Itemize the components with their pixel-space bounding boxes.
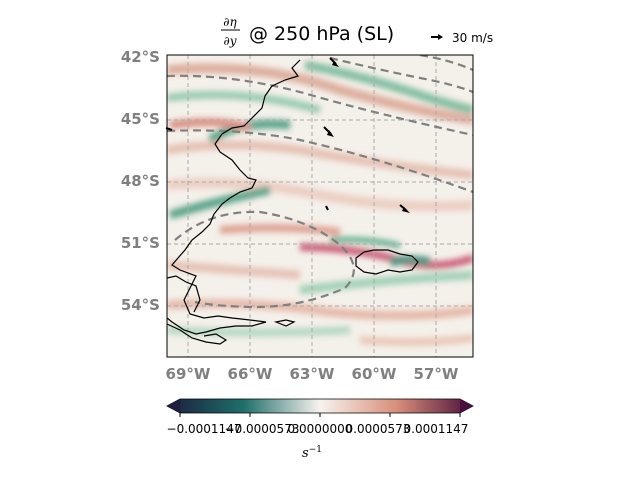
- lon-label: 66°W: [228, 365, 273, 383]
- contour-line: [167, 129, 473, 194]
- lon-label: 63°W: [290, 365, 335, 383]
- field-band: [359, 334, 473, 347]
- colorbar-bar: [166, 398, 474, 414]
- lon-label: 60°W: [352, 365, 397, 383]
- wind-vector: [399, 204, 410, 213]
- map-frame: [166, 54, 474, 358]
- field-band: [168, 185, 271, 220]
- contour-line: [167, 74, 473, 137]
- lon-label: 57°W: [414, 365, 459, 383]
- field-band: [167, 140, 473, 180]
- field-band: [167, 326, 351, 337]
- lat-label: 45°S: [121, 110, 160, 128]
- contour-line: [419, 55, 473, 72]
- title-fraction-numerator: ∂η: [223, 15, 237, 29]
- colorbar-unit-exp: −1: [309, 445, 322, 455]
- contour-line: [174, 210, 355, 309]
- colorbar-tick-label: −0.0001147: [167, 422, 242, 436]
- lon-label: 69°W: [166, 365, 211, 383]
- map-title: ∂η ∂y @ 250 hPa (SL): [221, 15, 394, 48]
- colorbar-unit-base: s: [302, 446, 309, 461]
- colorbar-tick-label: 0.0000000: [288, 422, 353, 436]
- contours: [167, 55, 473, 309]
- wind-vector: [325, 205, 329, 211]
- lat-label: 48°S: [121, 172, 160, 190]
- field-band: [167, 63, 473, 125]
- coastline: [167, 59, 419, 345]
- field-band: [167, 299, 473, 321]
- colorbar-extend-max-icon: [460, 399, 473, 413]
- title-fraction-denominator: ∂y: [224, 34, 237, 48]
- wind-vector: [323, 126, 334, 137]
- field-band: [167, 177, 473, 212]
- field-band: [299, 270, 473, 295]
- quiver-key: 30 m/s: [431, 31, 493, 45]
- coast-island: [273, 319, 296, 327]
- coast-tierra-del-fuego: [167, 275, 201, 313]
- coast-mainland: [167, 59, 301, 335]
- coast-falklands: [355, 249, 419, 275]
- colorbar: −0.0001147 −0.0000573 0.0000000 0.000057…: [166, 398, 474, 461]
- field-band: [329, 236, 401, 249]
- lat-label: 54°S: [121, 296, 160, 314]
- colorbar-ticks: [179, 413, 461, 417]
- field-band: [167, 90, 322, 114]
- lat-label: 51°S: [121, 234, 160, 252]
- lat-label: 42°S: [121, 48, 160, 66]
- map-panel: [165, 54, 474, 358]
- quiver-key-label: 30 m/s: [452, 31, 493, 45]
- field-band: [167, 260, 301, 280]
- colorbar-tick-label: 0.0000573: [346, 422, 411, 436]
- lon-axis: 69°W 66°W 63°W 60°W 57°W: [166, 365, 459, 383]
- wind-vectors: [165, 57, 410, 213]
- colorbar-extend-min-icon: [167, 399, 180, 413]
- field-band: [304, 60, 473, 115]
- lat-axis: 42°S 45°S 48°S 51°S 54°S: [121, 48, 160, 314]
- title-main: @ 250 hPa (SL): [249, 23, 394, 45]
- wind-vector: [329, 57, 339, 67]
- contour-line: [329, 56, 473, 94]
- field-shading: [167, 60, 473, 347]
- field-band: [389, 255, 431, 267]
- colorbar-unit: s−1: [302, 445, 322, 461]
- colorbar-tick-label: 0.0001147: [404, 422, 469, 436]
- quiver-key-arrowhead-icon: [438, 34, 443, 40]
- field-band: [219, 223, 341, 236]
- coast-islands: [167, 323, 228, 345]
- colorbar-tick-label: −0.0000573: [225, 422, 300, 436]
